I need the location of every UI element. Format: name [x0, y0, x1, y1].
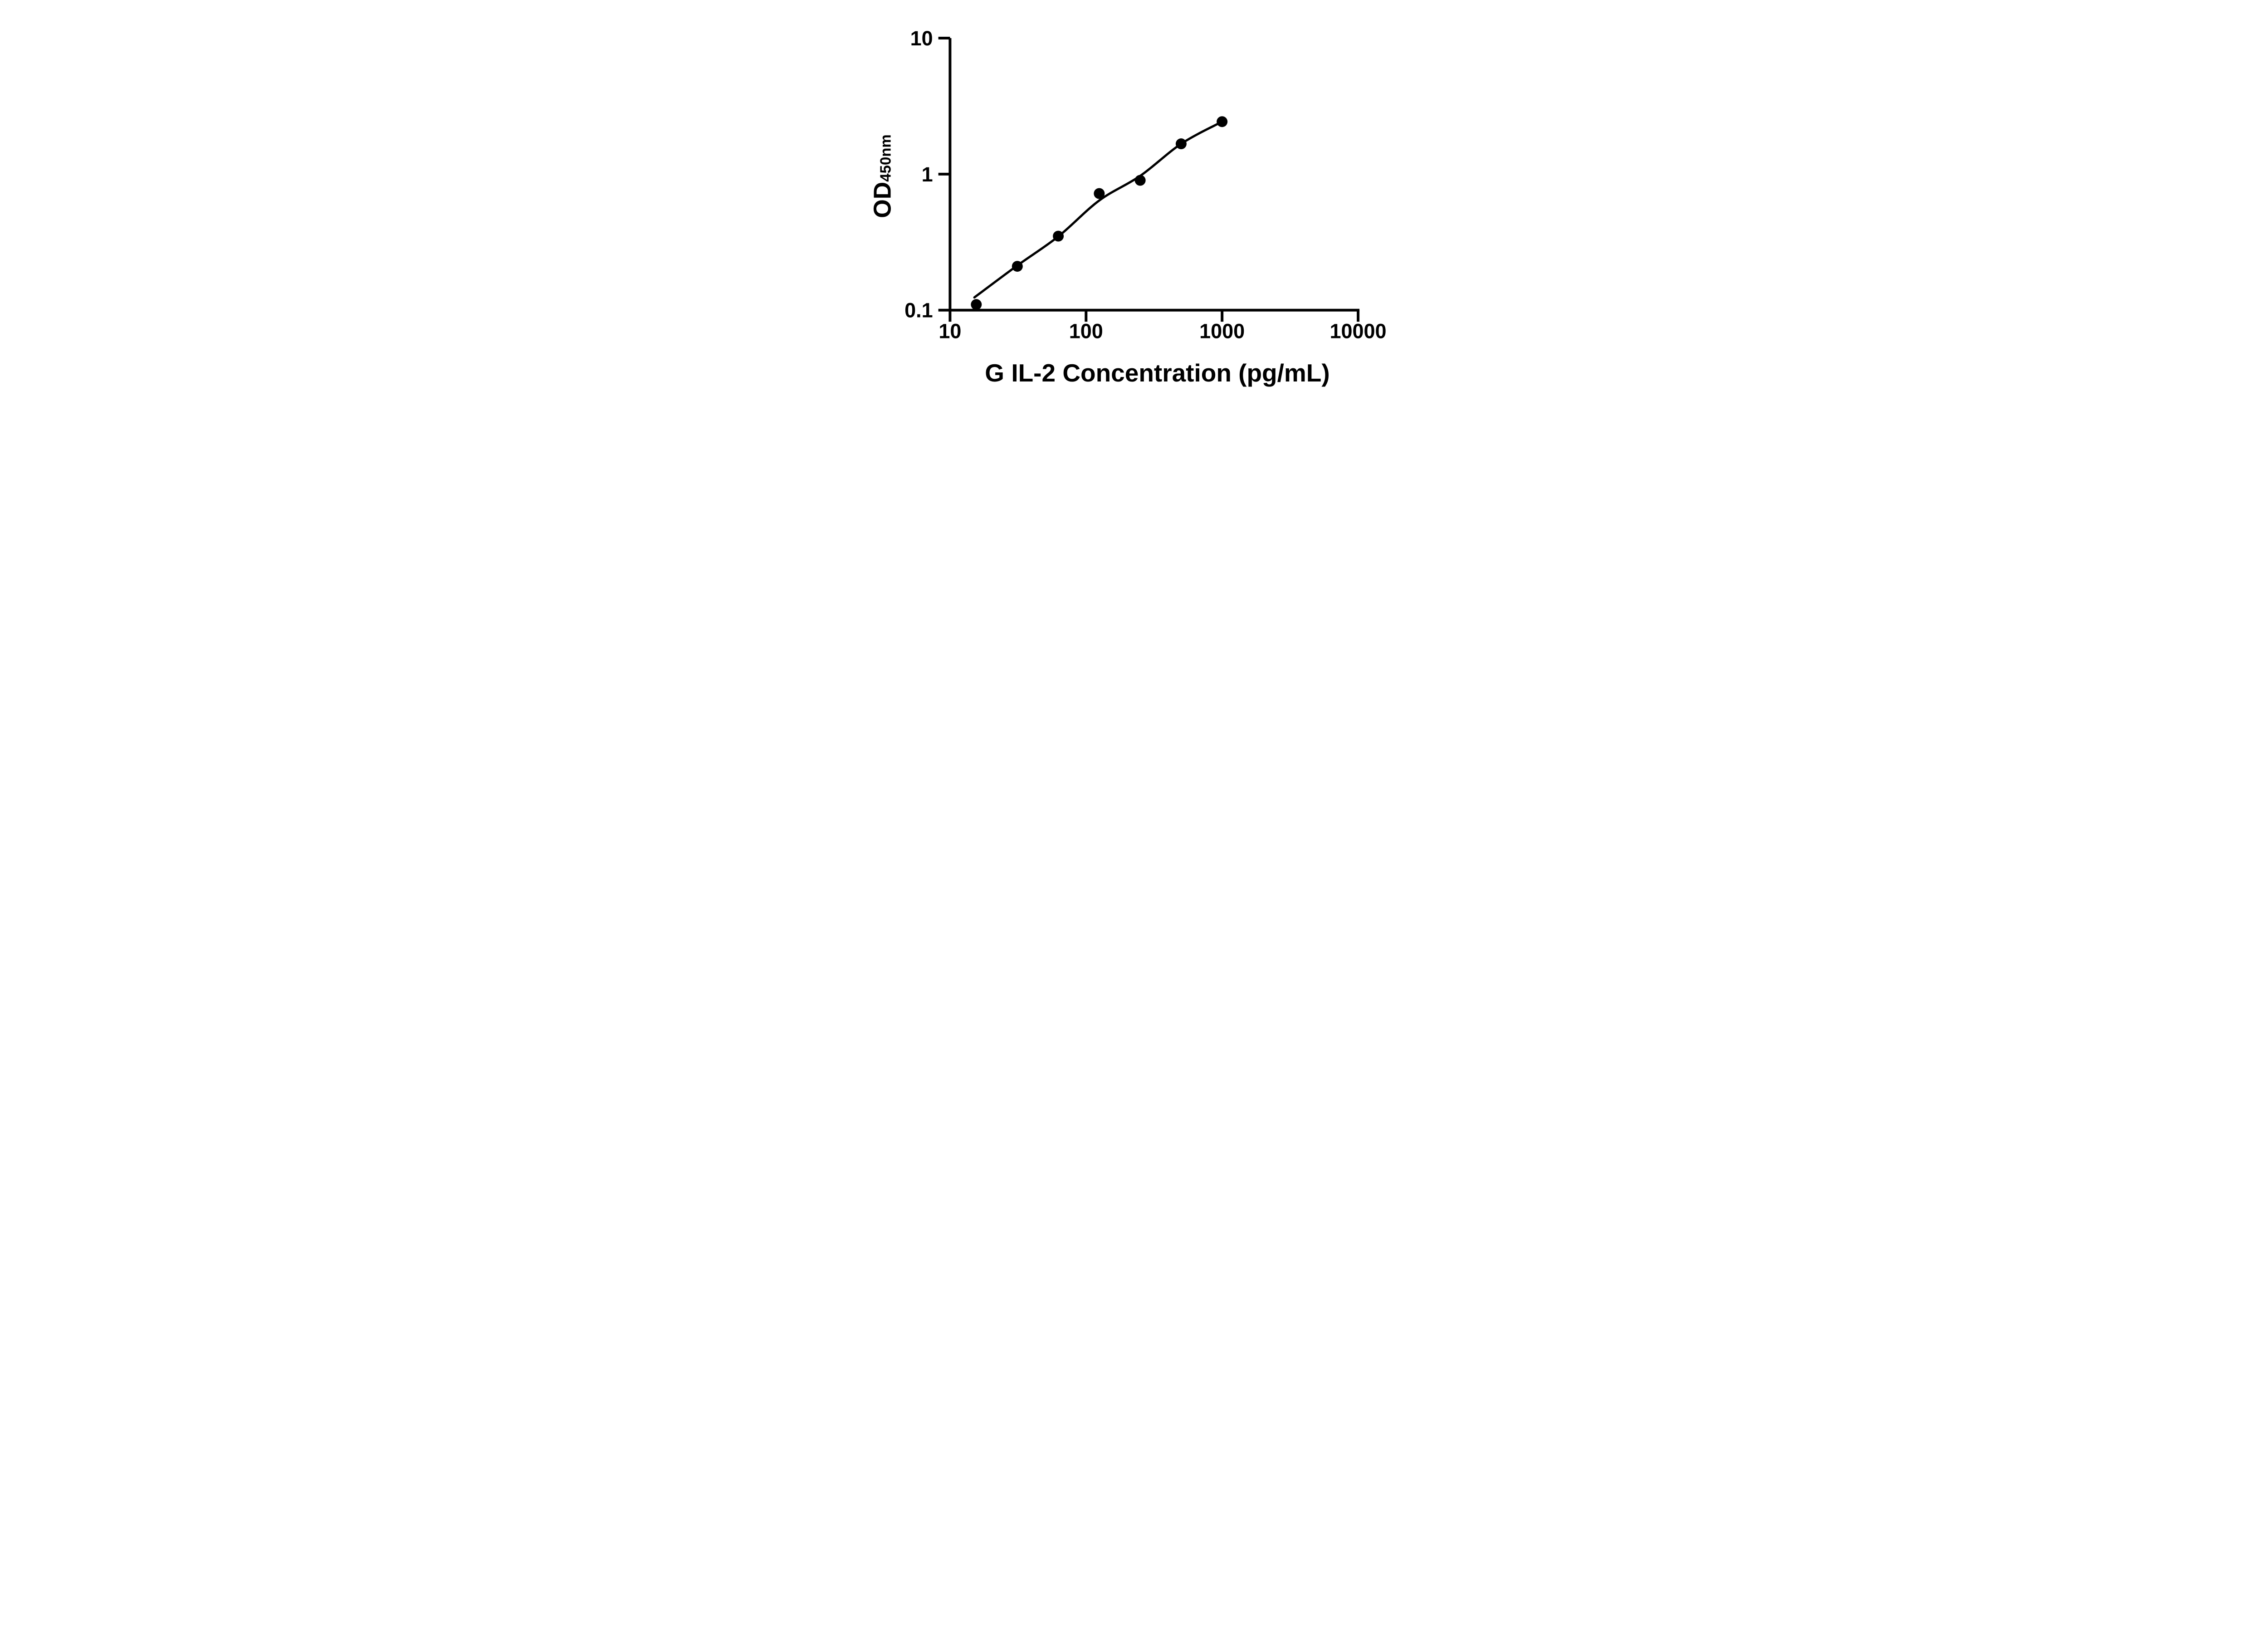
x-tick-label: 10000 [1330, 320, 1387, 343]
y-axis-title: OD450nm [870, 134, 896, 218]
chart-background [847, 0, 1421, 408]
data-points-layer [971, 116, 1228, 310]
standard-curve-chart: 10 100 1000 10000 10 1 0.1 G IL-2 Concentrati… [847, 0, 1421, 408]
axes [948, 38, 1360, 312]
y-axis-title-main: OD [870, 182, 896, 218]
data-point [1175, 138, 1187, 150]
y-axis-ticks: 10 1 0.1 [904, 27, 950, 322]
y-tick-label: 1 [922, 163, 933, 186]
data-point [1134, 175, 1146, 186]
y-tick-label: 0.1 [904, 299, 933, 322]
data-point [1053, 230, 1064, 242]
x-tick-label: 10 [938, 320, 961, 343]
x-axis-title: G IL-2 Concentration (pg/mL) [985, 359, 1330, 387]
elisa-standard-curve-figure: 10 100 1000 10000 10 1 0.1 G IL-2 Concentrati… [847, 0, 1421, 408]
data-point [971, 299, 982, 310]
x-tick-label: 100 [1069, 320, 1103, 343]
data-point [1094, 188, 1105, 199]
y-axis-title-sub: 450nm [877, 134, 894, 181]
x-axis-ticks: 10 100 1000 10000 [938, 310, 1387, 343]
data-point [1012, 261, 1023, 272]
x-tick-label: 1000 [1199, 320, 1245, 343]
data-point [1217, 116, 1228, 127]
y-tick-label: 10 [910, 27, 933, 50]
